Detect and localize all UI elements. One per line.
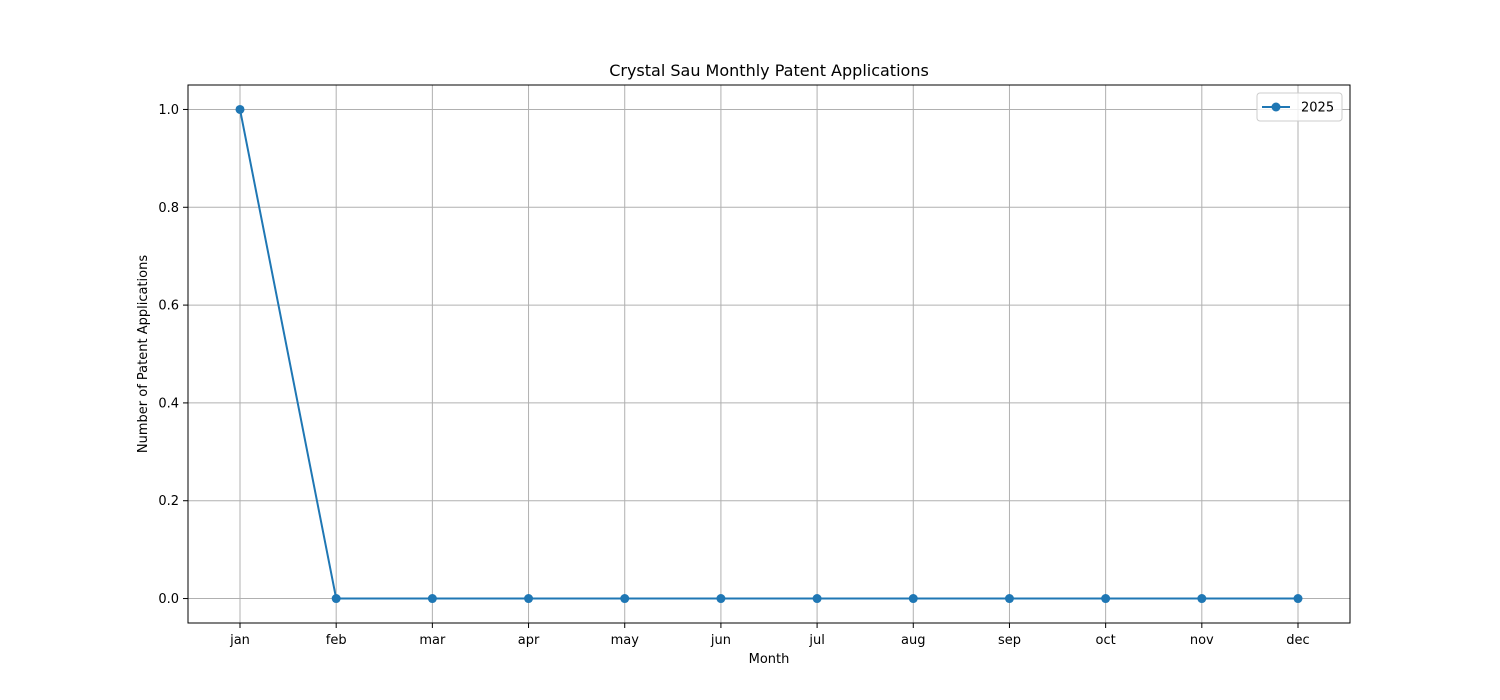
x-axis-label: Month [749, 652, 790, 667]
x-tick-label: feb [326, 633, 347, 648]
x-tick-label: jul [808, 633, 824, 648]
x-tick-label: aug [901, 633, 925, 648]
y-tick-label: 0.4 [158, 396, 179, 411]
y-tick-label: 0.0 [158, 592, 179, 607]
y-tick-label: 0.8 [158, 201, 179, 216]
data-point [1005, 594, 1014, 603]
data-point [620, 594, 629, 603]
y-axis-label: Number of Patent Applications [136, 255, 151, 453]
x-tick-label: oct [1096, 633, 1116, 648]
data-point [716, 594, 725, 603]
x-tick-label: jan [229, 633, 250, 648]
data-point [909, 594, 918, 603]
x-tick-label: mar [419, 633, 446, 648]
data-point [332, 594, 341, 603]
legend-marker [1272, 103, 1281, 112]
data-point [428, 594, 437, 603]
data-point [524, 594, 533, 603]
y-tick-label: 0.2 [158, 494, 179, 509]
x-tick-label: may [611, 633, 640, 648]
y-tick-label: 1.0 [158, 103, 179, 118]
x-tick-label: nov [1190, 633, 1214, 648]
y-tick-label: 0.6 [158, 299, 179, 314]
data-point [1294, 594, 1303, 603]
legend-label: 2025 [1301, 101, 1334, 116]
data-point [1197, 594, 1206, 603]
x-tick-label: apr [518, 633, 540, 648]
x-tick-label: dec [1286, 633, 1309, 648]
data-point [236, 105, 245, 114]
x-tick-label: jun [710, 633, 731, 648]
legend: 2025 [1257, 93, 1342, 121]
data-point [1101, 594, 1110, 603]
x-tick-label: sep [998, 633, 1021, 648]
data-point [813, 594, 822, 603]
chart-title: Crystal Sau Monthly Patent Applications [609, 61, 929, 80]
